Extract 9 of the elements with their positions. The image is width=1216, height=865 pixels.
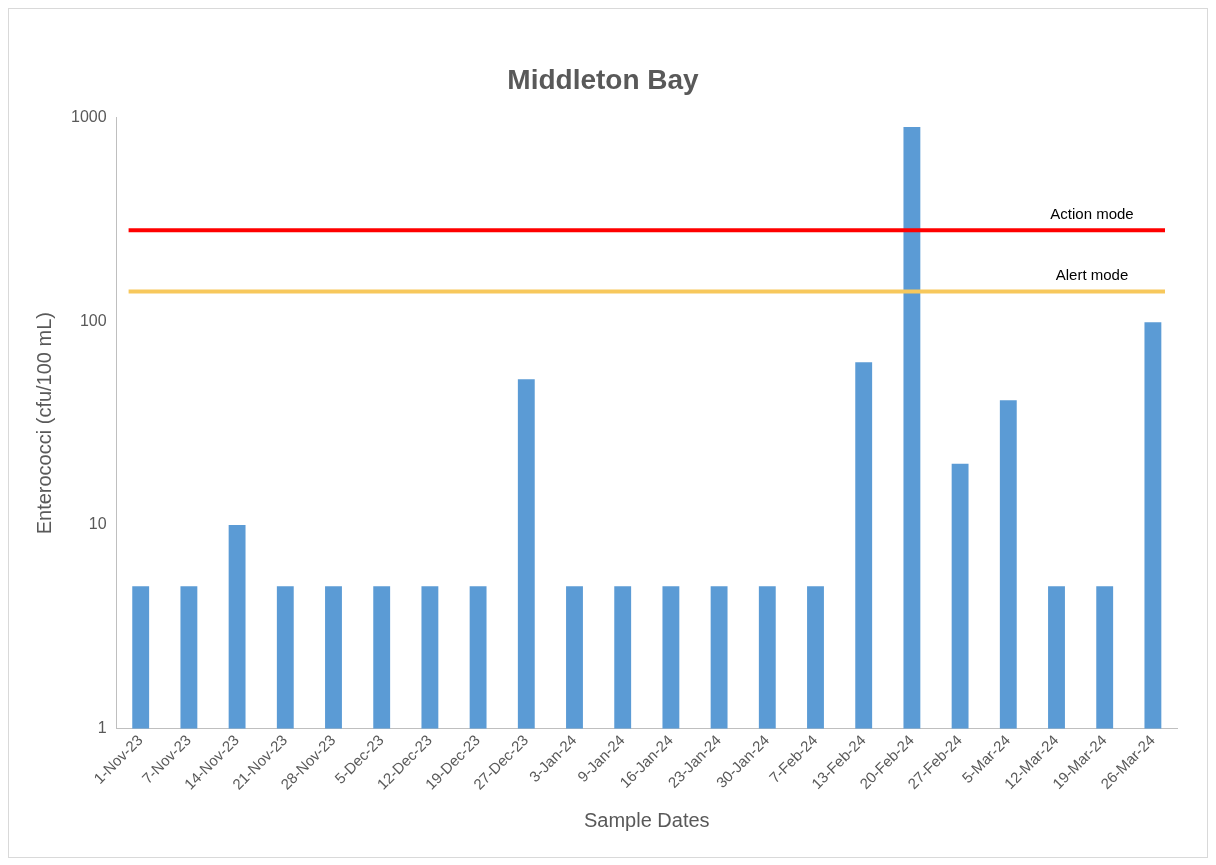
- y-tick-label: 1000: [71, 108, 107, 126]
- y-tick-label: 100: [79, 311, 107, 329]
- ref-line-label: Alert mode: [1055, 266, 1129, 284]
- ref-line-label: Action mode: [1050, 204, 1134, 222]
- chart-title: Middleton Bay: [507, 63, 700, 95]
- x-axis-title: Sample Dates: [583, 808, 710, 831]
- y-tick-label: 10: [88, 515, 107, 533]
- y-tick-label: 1: [97, 719, 107, 737]
- y-axis-title: Enterococci (cfu/100 mL): [32, 312, 55, 535]
